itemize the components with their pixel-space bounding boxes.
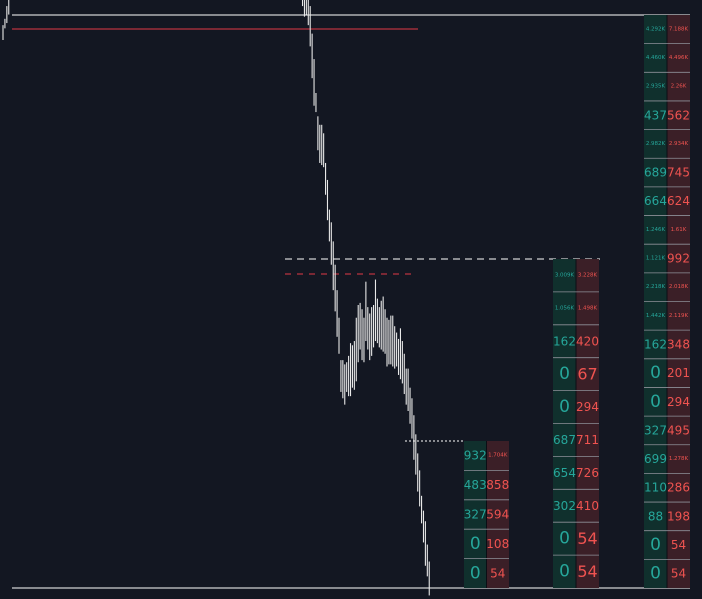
bid-volume-value: 327 [464, 508, 487, 522]
bid-volume-value: 327 [644, 423, 667, 437]
ask-volume-value: 201 [667, 366, 690, 380]
ask-volume-value: 294 [667, 395, 690, 409]
bid-volume-value: 1.246K [646, 227, 666, 233]
ask-volume-value: 67 [577, 365, 597, 384]
bid-volume-value: 88 [648, 509, 663, 523]
ask-column-background [486, 441, 509, 588]
ask-volume-value: 54 [577, 529, 597, 548]
bid-volume-value: 699 [644, 452, 667, 466]
bid-volume-value: 1.121K [646, 256, 666, 262]
bid-volume-value: 932 [464, 449, 487, 463]
bid-volume-value: 0 [470, 563, 481, 583]
bid-volume-value: 437 [644, 108, 667, 122]
ask-volume-value: 348 [667, 337, 690, 351]
ask-volume-value: 198 [667, 509, 690, 523]
bid-volume-value: 0 [650, 564, 661, 584]
bid-volume-value: 654 [553, 466, 576, 480]
bid-volume-value: 0 [650, 363, 661, 383]
bid-volume-value: 1.442K [646, 313, 666, 319]
ask-volume-value: 1.704K [488, 453, 508, 459]
ask-volume-value: 4.496K [669, 55, 689, 61]
bid-volume-value: 302 [553, 499, 576, 513]
bid-volume-value: 0 [559, 364, 570, 384]
ask-volume-value: 562 [667, 108, 690, 122]
ask-volume-value: 1.498K [578, 305, 598, 311]
bid-volume-value: 0 [559, 562, 570, 582]
ask-volume-value: 410 [576, 499, 599, 513]
bid-volume-value: 0 [650, 392, 661, 412]
ask-volume-value: 54 [490, 566, 505, 580]
ask-volume-value: 7.188K [669, 26, 689, 32]
price-bars [2, 0, 430, 596]
footprint-column: 3.009K 3.228K 1.056K 1.498K 162 420 0 67 0 294 687… [553, 259, 599, 588]
bid-volume-value: 0 [650, 535, 661, 555]
bid-volume-value: 687 [553, 433, 576, 447]
bid-volume-value: 689 [644, 166, 667, 180]
footprint-column: 932 1.704K 483 858 327 594 0 108 0 54 [464, 441, 509, 588]
ask-volume-value: 108 [486, 537, 509, 551]
ask-volume-value: 2.018K [669, 284, 689, 290]
ask-volume-value: 1.61K [671, 227, 687, 233]
ask-volume-value: 726 [576, 466, 599, 480]
bid-volume-value: 1.056K [555, 305, 575, 311]
bid-volume-value: 483 [464, 478, 487, 492]
bid-column-background [464, 441, 487, 588]
ask-volume-value: 745 [667, 166, 690, 180]
bid-volume-value: 162 [644, 337, 667, 351]
ask-volume-value: 624 [667, 194, 690, 208]
ask-volume-value: 54 [671, 538, 686, 552]
bid-volume-value: 4.292K [646, 26, 666, 32]
ask-volume-value: 420 [576, 334, 599, 348]
footprint-column: 4.292K 7.188K 4.460K 4.496K 2.935K 2.26K 437 56… [644, 15, 690, 588]
ask-volume-value: 3.228K [578, 272, 598, 278]
bid-volume-value: 664 [644, 194, 667, 208]
bid-volume-value: 3.009K [555, 272, 575, 278]
ask-volume-value: 2.119K [669, 313, 689, 319]
bid-volume-value: 162 [553, 334, 576, 348]
ask-volume-value: 858 [486, 478, 509, 492]
bid-volume-value: 0 [470, 534, 481, 554]
ask-volume-value: 286 [667, 481, 690, 495]
ask-volume-value: 594 [486, 508, 509, 522]
ask-volume-value: 992 [667, 252, 690, 266]
bid-volume-value: 0 [559, 529, 570, 549]
ask-volume-value: 2.26K [671, 84, 687, 90]
ask-volume-value: 495 [667, 423, 690, 437]
bid-volume-value: 2.935K [646, 84, 666, 90]
ask-volume-value: 54 [577, 562, 597, 581]
bid-volume-value: 2.218K [646, 284, 666, 290]
ask-volume-value: 294 [576, 400, 599, 414]
ask-volume-value: 1.278K [669, 456, 689, 462]
bid-volume-value: 4.460K [646, 55, 666, 61]
ask-volume-value: 711 [576, 433, 599, 447]
ask-volume-value: 54 [671, 567, 686, 581]
bid-volume-value: 110 [644, 481, 667, 495]
bid-volume-value: 0 [559, 397, 570, 417]
ask-volume-value: 2.934K [669, 141, 689, 147]
bid-volume-value: 2.982K [646, 141, 666, 147]
